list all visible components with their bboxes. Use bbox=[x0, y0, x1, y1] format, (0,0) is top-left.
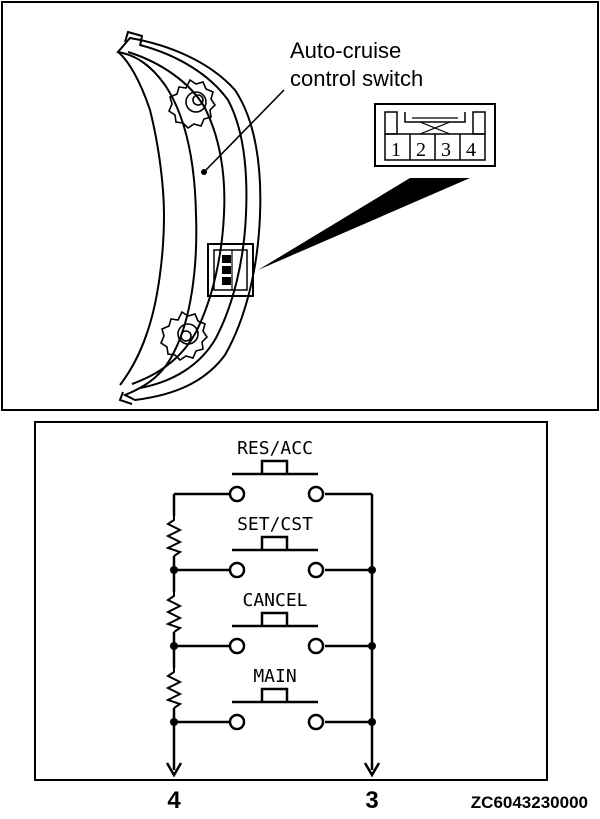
zoom-pointer bbox=[258, 178, 470, 270]
top-panel-frame bbox=[1, 1, 599, 411]
upper-rotary-knob bbox=[168, 78, 217, 130]
terminal-arrows bbox=[165, 762, 381, 778]
switch-label: MAIN bbox=[253, 666, 296, 687]
lower-rotary-knob bbox=[160, 310, 209, 362]
junction-dots bbox=[170, 566, 376, 726]
connector-pin-label: 4 bbox=[466, 139, 476, 161]
figure-code: ZC6043230000 bbox=[471, 793, 588, 812]
terminal-label-right: 3 bbox=[365, 787, 378, 814]
connector-pin-view bbox=[374, 103, 496, 167]
terminal-label-left: 4 bbox=[167, 787, 181, 814]
connector-pin-label: 1 bbox=[391, 139, 401, 161]
housing-connector bbox=[207, 243, 254, 297]
resistors bbox=[165, 516, 183, 709]
switch-cancel bbox=[228, 611, 325, 655]
connector-pin-label: 2 bbox=[416, 139, 426, 161]
callout-label-line1: Auto-cruise bbox=[290, 38, 401, 63]
callout-label-line2: control switch bbox=[290, 66, 423, 91]
callout-leader bbox=[201, 89, 285, 175]
switch-res-acc bbox=[228, 459, 325, 503]
switch-label: RES/ACC bbox=[237, 438, 313, 459]
switch-set-cst bbox=[228, 535, 325, 579]
switch-label: CANCEL bbox=[242, 590, 307, 611]
switch-housing bbox=[116, 30, 262, 405]
schematic-frame bbox=[34, 421, 548, 781]
connector-pin-label: 3 bbox=[441, 139, 451, 161]
switch-main bbox=[228, 687, 325, 731]
switch-label: SET/CST bbox=[237, 514, 313, 535]
schematic-wiring bbox=[172, 492, 374, 770]
